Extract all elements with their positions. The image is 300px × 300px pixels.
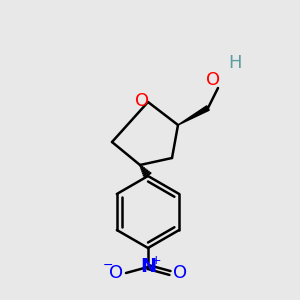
Text: −: − (103, 259, 113, 272)
Text: O: O (109, 264, 123, 282)
Text: +: + (151, 254, 161, 268)
Text: N: N (140, 257, 156, 277)
Polygon shape (178, 106, 209, 125)
Text: O: O (135, 92, 149, 110)
Text: O: O (173, 264, 187, 282)
Text: O: O (206, 71, 220, 89)
Text: H: H (228, 54, 242, 72)
